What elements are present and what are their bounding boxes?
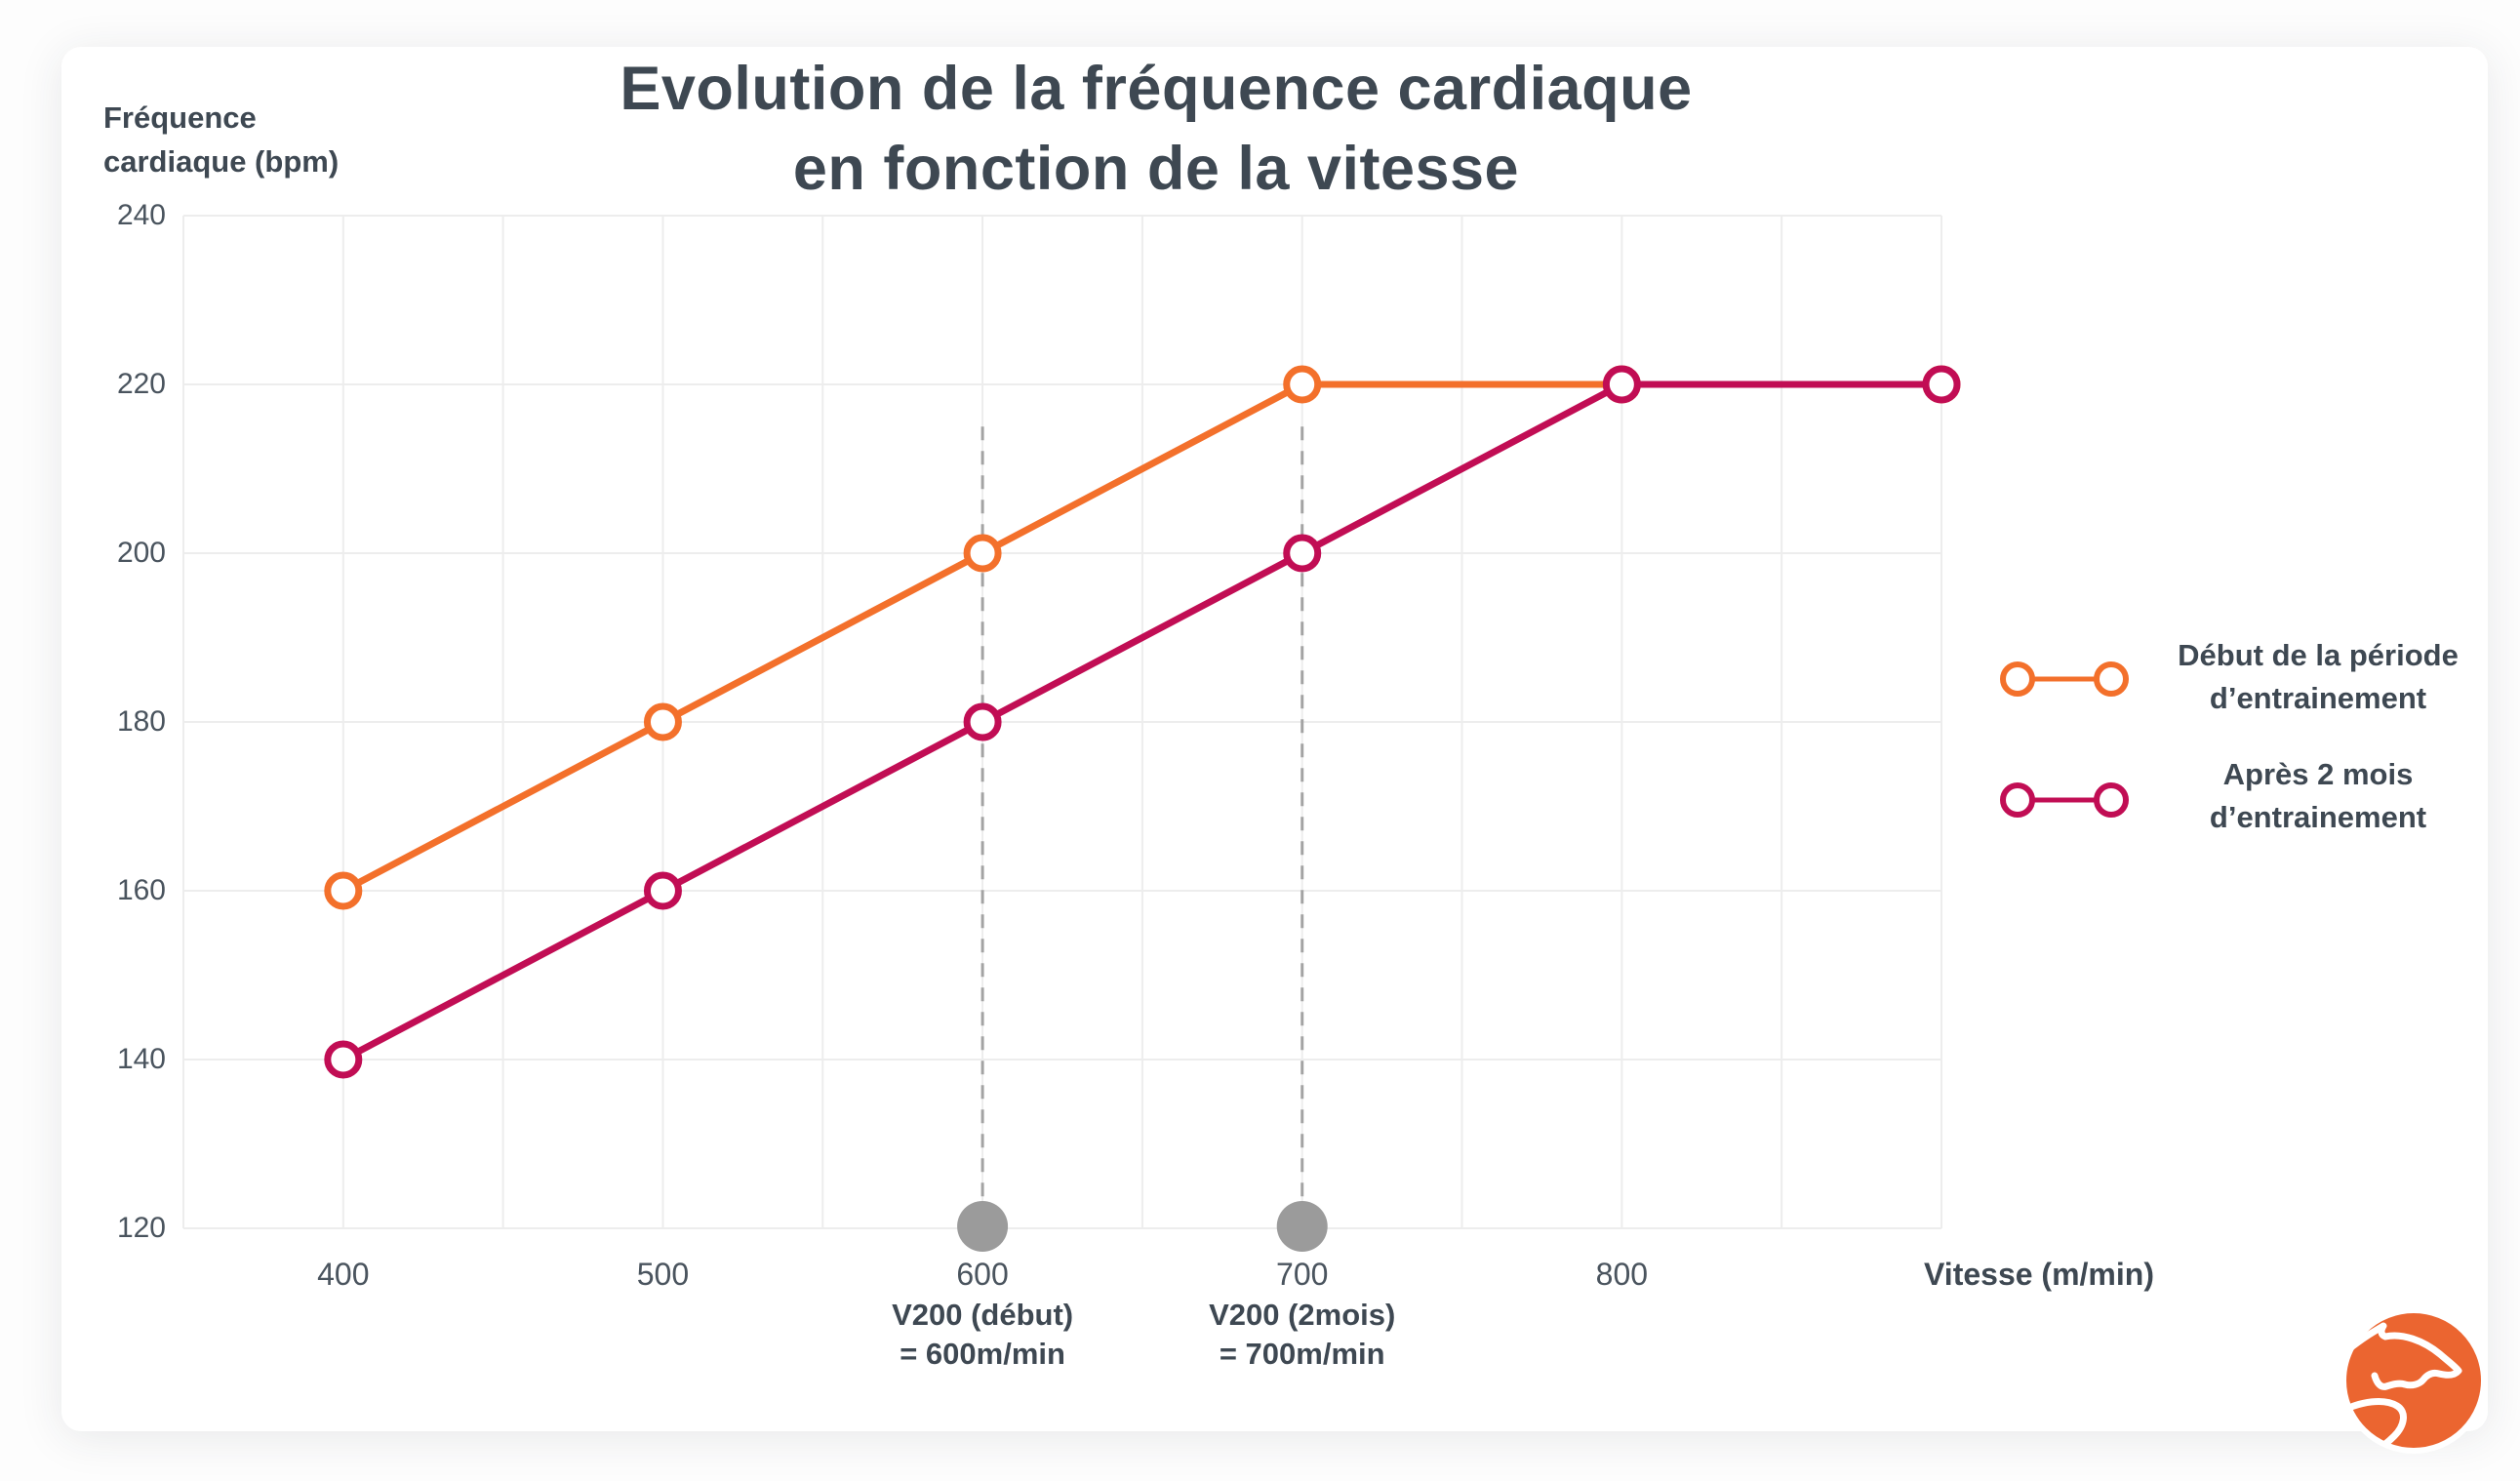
- axis-dots: [957, 1201, 1328, 1252]
- y-tick-label: 220: [116, 368, 166, 400]
- x-tick-label: 400: [317, 1257, 370, 1292]
- y-tick-label: 200: [116, 537, 166, 569]
- y-tick-label: 120: [116, 1212, 166, 1244]
- v200-annotation-line2: = 700m/min: [1219, 1337, 1385, 1371]
- legend-label-debut: Début de la période d’entrainement: [2162, 634, 2474, 720]
- x-axis-label: Vitesse (m/min): [1924, 1257, 2154, 1292]
- data-series-lines: [324, 365, 1961, 1079]
- legend-marker-apres: [2000, 782, 2129, 818]
- y-tick-label: 240: [116, 199, 166, 231]
- chart-title: Evolution de la fréquence cardiaque en f…: [180, 49, 2132, 209]
- legend-debut-line1: Début de la période: [2178, 638, 2459, 672]
- horse-logo-disc: [2343, 1310, 2484, 1451]
- legend-label-apres: Après 2 mois d’entrainement: [2162, 753, 2474, 839]
- x-tick-label: 600: [956, 1257, 1009, 1292]
- chart-title-line2: en fonction de la vitesse: [792, 135, 1520, 203]
- x-tick-label: 800: [1595, 1257, 1649, 1292]
- horse-logo: [2340, 1307, 2487, 1454]
- y-tick-label: 180: [116, 705, 166, 738]
- legend-apres-line2: d’entrainement: [2209, 800, 2427, 834]
- x-tick-label: 700: [1276, 1257, 1329, 1292]
- v200-annotation: V200 (début) = 600m/min: [817, 1296, 1148, 1374]
- legend-debut-line2: d’entrainement: [2209, 681, 2427, 715]
- v200-annotation-line2: = 600m/min: [900, 1337, 1065, 1371]
- y-axis-title: Fréquence cardiaque (bpm): [103, 96, 339, 183]
- chart-title-line1: Evolution de la fréquence cardiaque: [620, 55, 1693, 123]
- gridlines: [182, 215, 1942, 1229]
- v200-annotation-line1: V200 (début): [892, 1298, 1074, 1332]
- x-tick-label: 500: [636, 1257, 690, 1292]
- y-axis-title-line1: Fréquence: [103, 100, 257, 135]
- y-axis-title-line2: cardiaque (bpm): [103, 144, 340, 179]
- v200-annotation: V200 (2mois) = 700m/min: [1137, 1296, 1468, 1374]
- chart-card: [61, 47, 2488, 1431]
- y-tick-label: 140: [116, 1043, 166, 1075]
- legend-apres-line1: Après 2 mois: [2222, 757, 2414, 791]
- horse-logo-ring: [2340, 1307, 2487, 1454]
- y-tick-label: 160: [116, 874, 166, 906]
- legend-marker-debut: [2000, 661, 2129, 697]
- v200-annotation-line1: V200 (2mois): [1209, 1298, 1396, 1332]
